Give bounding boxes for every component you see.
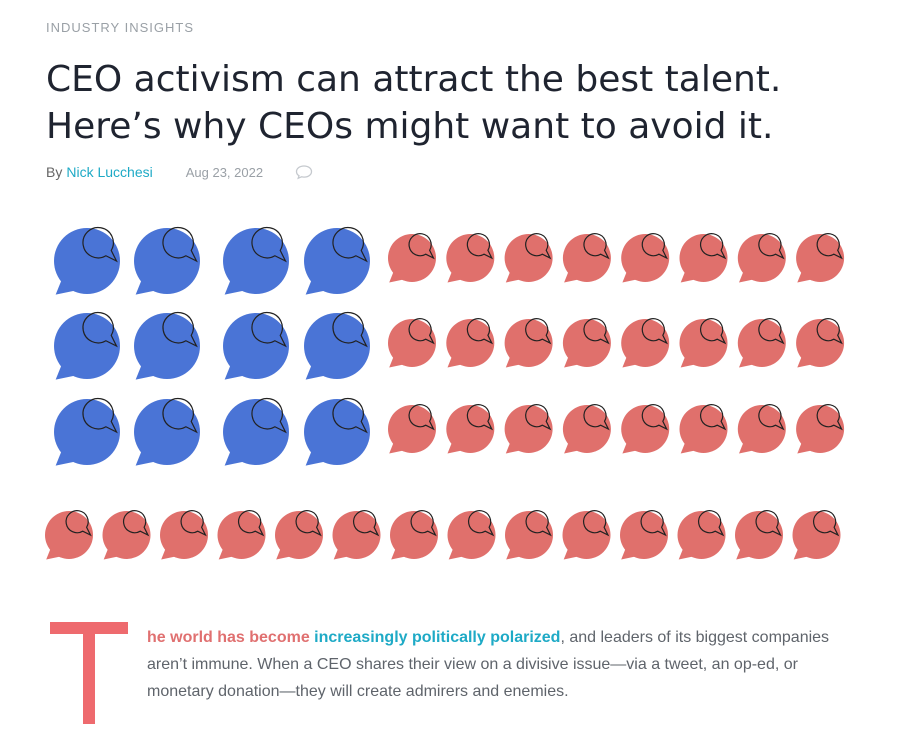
red-bubble (621, 318, 670, 368)
polarized-link[interactable]: increasingly politically polarized (314, 629, 561, 646)
red-bubble (446, 404, 495, 454)
blue-bubble (54, 311, 120, 380)
category-label[interactable]: INDUSTRY INSIGHTS (46, 20, 194, 35)
blue-bubble (54, 397, 120, 466)
red-bubble (796, 404, 845, 454)
red-bubble (446, 233, 495, 283)
red-bubble (446, 318, 495, 368)
red-bubble (45, 510, 93, 560)
red-bubble (679, 318, 728, 368)
title-line-1: CEO activism can attract the best talent… (46, 59, 782, 100)
comment-icon[interactable] (295, 164, 313, 180)
red-bubble (562, 510, 611, 560)
blue-bubble (223, 311, 289, 380)
red-bubble (735, 510, 783, 560)
page-title: CEO activism can attract the best talent… (46, 56, 866, 150)
red-bubble (792, 510, 841, 560)
speech-bubble-illustration (45, 226, 845, 560)
red-bubble (679, 404, 728, 454)
red-bubble (275, 510, 323, 560)
red-bubble (504, 318, 553, 368)
blue-bubble (304, 397, 370, 466)
red-bubble (447, 510, 496, 560)
by-label: By (46, 164, 63, 180)
blue-bubble (304, 226, 370, 295)
red-bubble (562, 233, 611, 283)
article-intro: he world has become increasingly politic… (147, 624, 847, 705)
article-lead: he world has become (147, 629, 315, 646)
red-bubble (737, 233, 786, 283)
blue-bubble (223, 397, 289, 466)
red-bubble (504, 233, 553, 283)
byline: By Nick Lucchesi Aug 23, 2022 (46, 162, 313, 182)
red-bubble (332, 510, 381, 560)
red-bubble (160, 510, 208, 560)
red-bubble (796, 318, 845, 368)
red-bubble (621, 233, 670, 283)
publish-date: Aug 23, 2022 (185, 164, 264, 180)
red-bubble (390, 510, 438, 560)
drop-cap: T (50, 622, 128, 724)
blue-bubble (304, 311, 370, 380)
red-bubble (505, 510, 553, 560)
blue-bubble (134, 226, 200, 295)
red-bubble (388, 318, 436, 368)
red-bubble (388, 404, 436, 454)
author-link[interactable]: Nick Lucchesi (66, 164, 153, 180)
red-bubble (562, 318, 611, 368)
red-bubble (620, 510, 668, 560)
blue-bubble (54, 226, 120, 295)
article-body: , and leaders of its biggest companies a… (147, 629, 830, 700)
red-bubble (504, 404, 553, 454)
red-bubble (737, 318, 786, 368)
red-bubble (562, 404, 611, 454)
red-bubble (621, 404, 670, 454)
red-bubble (677, 510, 726, 560)
blue-bubble (223, 226, 289, 295)
blue-bubble (134, 311, 200, 380)
red-bubble (102, 510, 151, 560)
red-bubble (679, 233, 728, 283)
red-bubble (737, 404, 786, 454)
title-line-2: Here’s why CEOs might want to avoid it. (46, 106, 774, 147)
red-bubble (796, 233, 845, 283)
blue-bubble (134, 397, 200, 466)
red-bubble (388, 233, 436, 283)
red-bubble (217, 510, 266, 560)
